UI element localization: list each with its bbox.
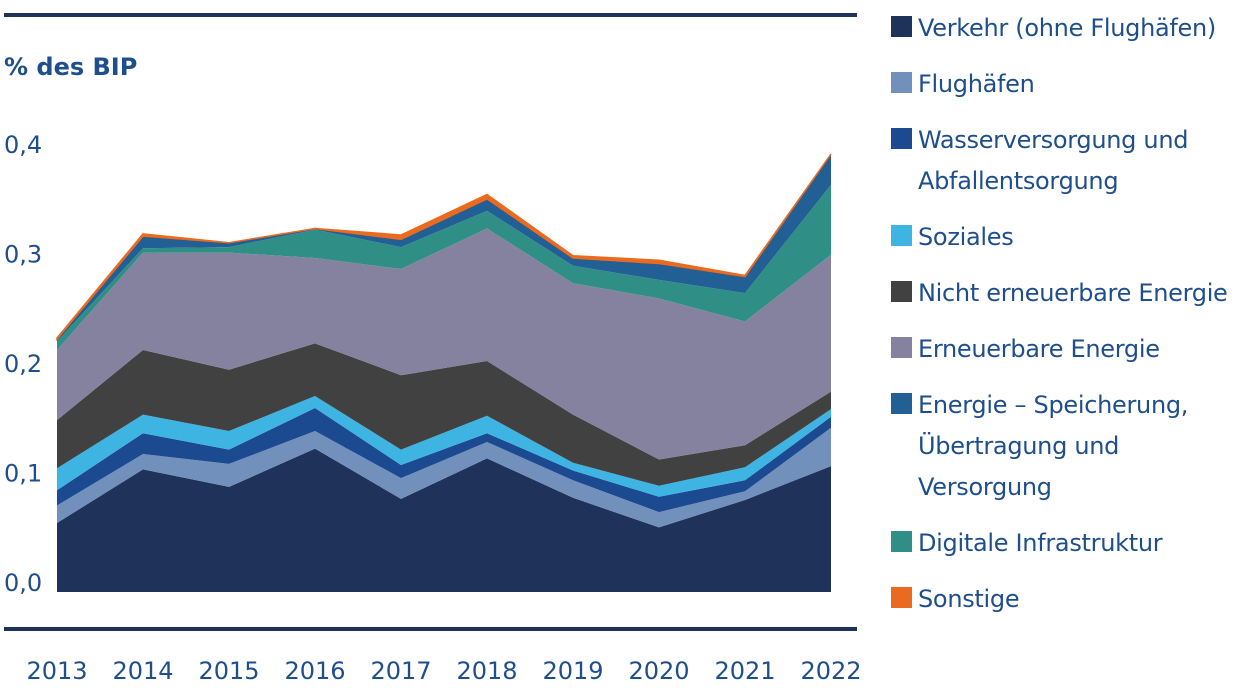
legend-item: Energie – Speicherung, Übertragung und Ver… xyxy=(891,385,1235,508)
x-tick-label: 2020 xyxy=(628,657,689,685)
area-wasserversorgung-und-abfallentsorgung xyxy=(57,408,831,513)
legend-swatch xyxy=(891,393,912,414)
area-verkehr-ohne-flughäfen xyxy=(57,448,831,592)
legend-item: Sonstige xyxy=(891,579,1235,620)
legend-label: Erneuerbare Energie xyxy=(918,335,1160,363)
legend-label: Verkehr (ohne Flughäfen) xyxy=(918,14,1216,42)
x-tick-label: 2016 xyxy=(284,657,345,685)
y-tick-label: 0,2 xyxy=(4,350,42,378)
legend-swatch xyxy=(891,587,912,608)
x-axis-ticks: 2013 2014 2015 2016 2017 2018 2019 2020 2021 2022 xyxy=(26,657,861,685)
x-tick-label: 2017 xyxy=(370,657,431,685)
area-sonstige xyxy=(56,153,832,342)
legend-label: Wasserversorgung und Abfallentsorgung xyxy=(918,126,1189,195)
x-tick-label: 2014 xyxy=(112,657,173,685)
legend-label: Flughäfen xyxy=(918,70,1035,98)
legend-label: Nicht erneuerbare Energie xyxy=(918,279,1228,307)
y-tick-label: 0,0 xyxy=(4,569,42,597)
legend-item: Digitale Infrastruktur xyxy=(891,523,1235,564)
x-tick-label: 2013 xyxy=(26,657,87,685)
legend-label: Sonstige xyxy=(918,585,1020,613)
legend-swatch xyxy=(891,16,912,37)
x-tick-label: 2018 xyxy=(456,657,517,685)
legend-label: Energie – Speicherung, Übertragung und Ver… xyxy=(918,391,1189,501)
legend-label: Digitale Infrastruktur xyxy=(918,529,1163,557)
x-tick-label: 2015 xyxy=(198,657,259,685)
x-tick-label: 2019 xyxy=(542,657,603,685)
chart-legend: Verkehr (ohne Flughäfen) Flughäfen Wasserv… xyxy=(891,8,1235,635)
area-soziales xyxy=(57,396,831,497)
legend-item: Verkehr (ohne Flughäfen) xyxy=(891,8,1235,49)
y-axis-title: % des BIP xyxy=(4,53,138,81)
legend-swatch xyxy=(891,281,912,302)
x-tick-label: 2021 xyxy=(714,657,775,685)
y-tick-label: 0,1 xyxy=(4,460,42,488)
y-axis-ticks: 0,0 0,1 0,2 0,3 0,4 xyxy=(4,131,42,597)
legend-item: Wasserversorgung und Abfallentsorgung xyxy=(891,120,1235,202)
legend-swatch xyxy=(891,225,912,246)
legend-item: Erneuerbare Energie xyxy=(891,329,1235,370)
y-tick-label: 0,4 xyxy=(4,131,42,159)
legend-item: Nicht erneuerbare Energie xyxy=(891,273,1235,314)
x-tick-label: 2022 xyxy=(800,657,861,685)
legend-swatch xyxy=(891,128,912,149)
legend-label: Soziales xyxy=(918,223,1014,251)
y-tick-label: 0,3 xyxy=(4,241,42,269)
legend-swatch xyxy=(891,72,912,93)
area-flughäfen xyxy=(57,427,831,528)
legend-swatch xyxy=(891,531,912,552)
area-erneuerbare-energie xyxy=(57,228,831,460)
legend-item: Soziales xyxy=(891,217,1235,258)
legend-item: Flughäfen xyxy=(891,64,1235,105)
area-layers xyxy=(56,153,832,592)
legend-swatch xyxy=(891,337,912,358)
area-nicht-erneuerbare-energie xyxy=(57,343,831,486)
